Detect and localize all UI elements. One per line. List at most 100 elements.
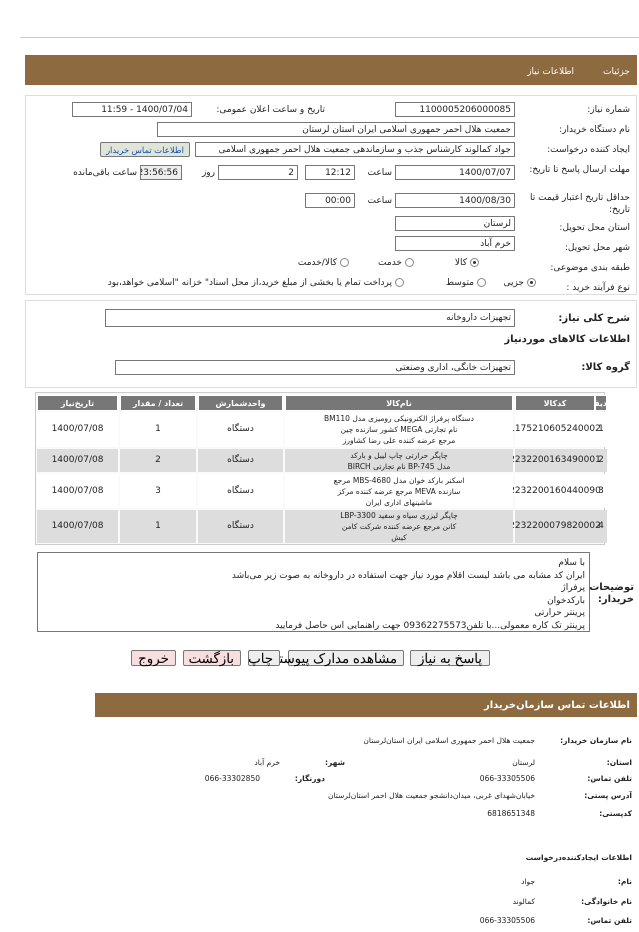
table-cell: دستگاه <box>198 449 283 472</box>
field: خرم آباد <box>395 236 515 251</box>
label: گروه کالا: <box>581 362 630 373</box>
table-cell: 2 <box>120 449 196 472</box>
description-line: پرفراژ <box>561 583 585 593</box>
value: 066-33302850 <box>204 774 260 783</box>
table-cell: 1400/07/08 <box>37 474 118 508</box>
field: 12:12 <box>305 165 355 180</box>
label: تاریخ و ساعت اعلان عمومی: <box>216 105 325 115</box>
value: کمالوند <box>512 897 535 906</box>
field: 2 <box>218 165 298 180</box>
header-bar <box>25 55 637 85</box>
field: 1400/08/30 <box>395 193 515 208</box>
contact-header <box>95 693 637 717</box>
table-header: تعداد / مقدار <box>120 395 196 411</box>
button[interactable]: بازگشت <box>183 650 241 666</box>
option: متوسط <box>445 278 474 288</box>
field: لرستان <box>395 216 515 231</box>
field: 00:00 <box>305 193 355 208</box>
table-cell: دستگاه <box>198 412 283 447</box>
label: شماره نیاز: <box>587 105 630 115</box>
label: روز <box>201 168 215 178</box>
table-header: تاریخ‌نیاز <box>37 395 118 411</box>
label: نوع فرآیند خرید : <box>566 283 630 293</box>
option: خدمت <box>378 258 402 268</box>
value: 6818651348 <box>487 809 535 818</box>
table-cell: 3 <box>120 474 196 508</box>
field: 1400/07/07 <box>395 165 515 180</box>
label: دورنگار: <box>294 774 325 783</box>
description-line: پرینتر حرارتی <box>534 608 585 618</box>
label: آدرس پستی: <box>584 791 632 800</box>
label: تلفن تماس: <box>587 774 632 783</box>
table-cell: 2 <box>595 449 607 472</box>
radio[interactable] <box>340 258 349 267</box>
table-cell: چاپگر حرارتی چاپ لیبل و بارکد مدل BP-745… <box>285 449 513 472</box>
field: جواد کمالوند کارشناس جذب و سازماندهی جمع… <box>195 142 515 157</box>
description-box <box>37 552 590 632</box>
label: ساعت باقی‌مانده <box>73 168 137 178</box>
value: خرم آباد <box>254 758 280 767</box>
label: نام: <box>617 877 632 886</box>
option: کالا/خدمت <box>297 258 337 268</box>
table-cell: 1 <box>120 412 196 447</box>
label: نام دستگاه خریدار: <box>559 125 630 135</box>
button[interactable]: خروج <box>131 650 176 666</box>
radio[interactable] <box>477 278 486 287</box>
summary-panel <box>25 300 637 388</box>
value: جواد <box>521 877 535 886</box>
note: پرداخت تمام یا بخشی از مبلغ خرید،از محل … <box>107 278 392 288</box>
table-header: کدکالا <box>515 395 595 411</box>
button[interactable]: چاپ <box>248 650 280 666</box>
field: تجهیزات داروخانه <box>105 309 515 327</box>
top-line <box>20 37 639 38</box>
tab: اطلاعات نیاز <box>527 67 574 77</box>
label: ساعت <box>367 196 393 206</box>
radio[interactable] <box>395 278 404 287</box>
table-cell: 1400/07/08 <box>37 510 118 543</box>
label: استان محل تحویل: <box>559 223 630 233</box>
label: شهر محل تحویل: <box>564 243 630 253</box>
contact-link[interactable]: اطلاعات تماس خریدار <box>100 142 190 157</box>
table-cell: 2232200163490001 <box>509 449 601 472</box>
table-header: ردیف <box>590 395 612 411</box>
button[interactable]: مشاهده مدارک پیوستی (0) <box>248 650 404 666</box>
value: خیابان‌شهدای غربی، میدان‌دانشجو جمعیت هل… <box>327 791 535 800</box>
label: طبقه بندی موضوعی: <box>550 263 630 273</box>
description-line: ایران کد مشابه می باشد لیست اقلام مورد ن… <box>231 570 585 581</box>
radio[interactable] <box>470 258 479 267</box>
table-cell: دستگاه <box>198 474 283 508</box>
table-cell: 3 <box>595 474 607 508</box>
field: 1400/07/04 - 11:59 <box>72 102 192 117</box>
label: استان: <box>606 758 632 767</box>
tab: جزئیات <box>603 67 630 77</box>
label: تلفن تماس: <box>587 916 632 925</box>
value: جمعیت هلال احمر جمهوری اسلامی ایران استا… <box>363 736 535 745</box>
table-cell: 1400/07/08 <box>37 449 118 472</box>
radio[interactable] <box>405 258 414 267</box>
table-cell: چاپگر لیزری سیاه و سفید LBP-3300 کانن مر… <box>285 510 513 543</box>
table-cell: اسکنر بارکد خوان مدل MBS-4680 مرجع سازند… <box>285 474 513 508</box>
label: کدپستی: <box>599 809 632 818</box>
form-panel <box>25 95 637 295</box>
table-header: واحدشمارش <box>198 395 283 411</box>
button[interactable]: پاسخ به نیاز <box>410 650 490 666</box>
label: نام خانوادگی: <box>581 897 632 906</box>
label: مهلت ارسال پاسخ تا تاریخ: <box>529 165 630 175</box>
section-title: اطلاعات کالاهای موردنیاز <box>504 334 630 345</box>
table-cell: 4 <box>595 510 607 543</box>
value: 066-33305506 <box>479 916 535 925</box>
table-cell: 1 <box>595 412 607 447</box>
table-cell: 2232200079820002 <box>509 510 601 543</box>
label: شهر: <box>325 758 345 767</box>
description-line: با سلام <box>558 558 585 568</box>
table-cell: 1 <box>120 510 196 543</box>
label: حداقل تاریخ اعتبار قیمت تا تاریخ: <box>530 193 630 215</box>
field: 1100005206000085 <box>395 102 515 117</box>
value: لرستان <box>512 758 535 767</box>
radio[interactable] <box>527 278 536 287</box>
table-cell: دستگاه <box>198 510 283 543</box>
label: نام سازمان خریدار: <box>560 736 632 745</box>
label: ساعت <box>367 168 393 178</box>
